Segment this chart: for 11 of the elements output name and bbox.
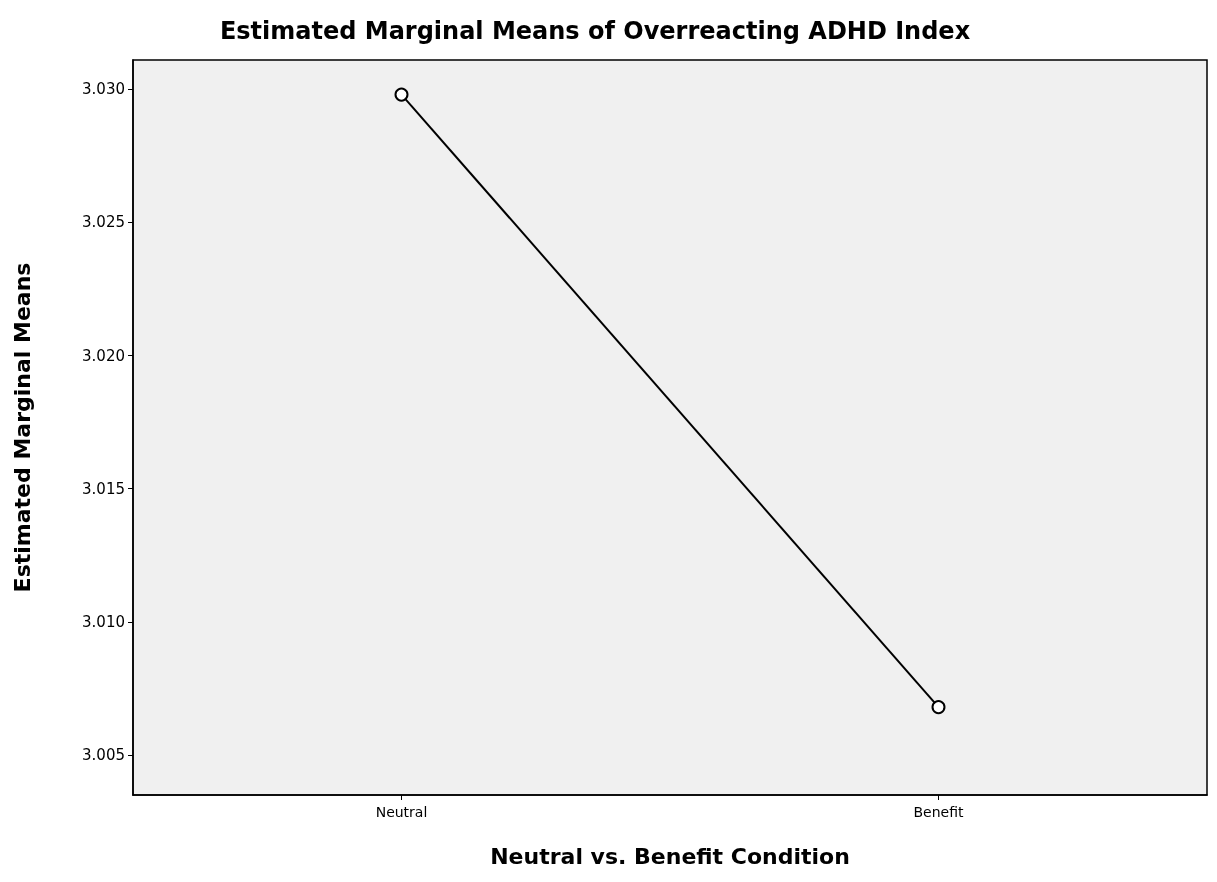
y-tick-label: 3.030	[82, 80, 125, 99]
x-tick-label: Neutral	[375, 804, 428, 820]
chart-title: Estimated Marginal Means of Overreacting ADHD Index	[219, 17, 971, 45]
y-axis-title: Estimated Marginal Means	[9, 262, 35, 593]
y-tick-label: 3.025	[82, 213, 125, 232]
x-tick-label: Benefit	[913, 804, 965, 820]
y-tick-label: 3.005	[82, 746, 125, 765]
x-axis-title: Neutral vs. Benefit Condition	[490, 843, 850, 869]
y-tick-label: 3.010	[82, 612, 125, 631]
y-tick-label: 3.020	[82, 346, 125, 365]
y-tick-label: 3.015	[82, 479, 125, 498]
